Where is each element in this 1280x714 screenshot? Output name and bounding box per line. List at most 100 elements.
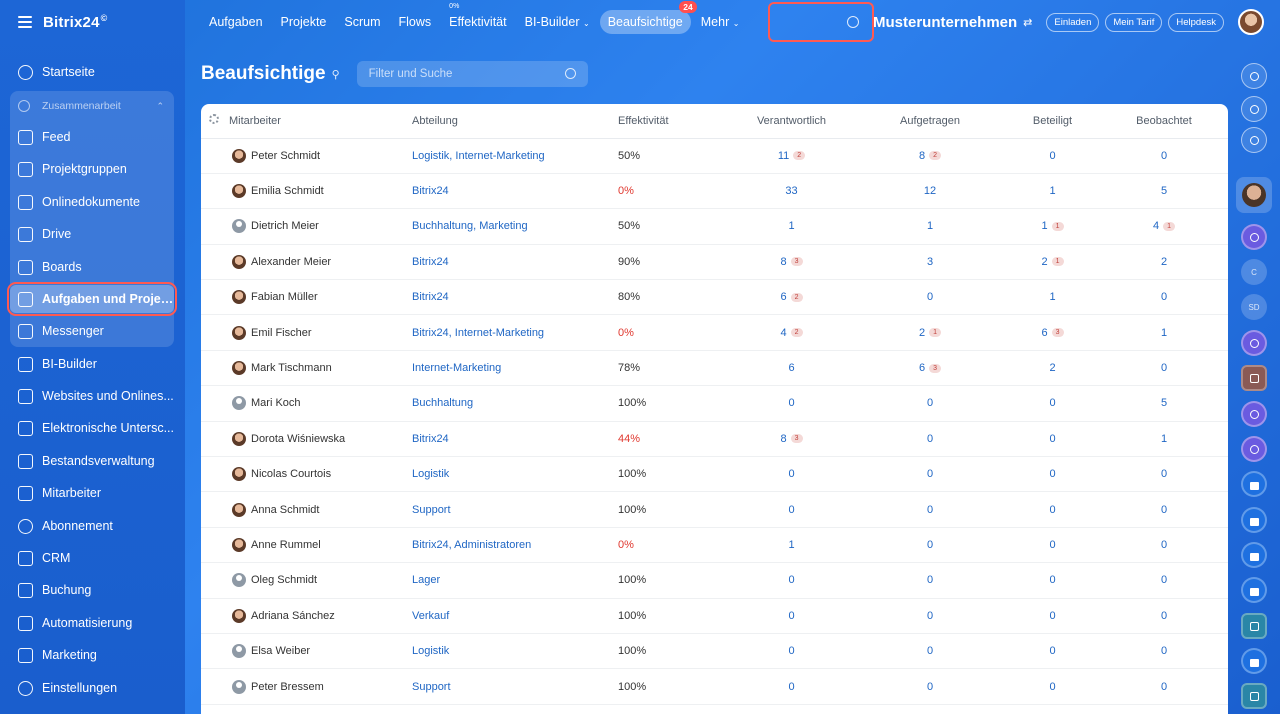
header-mitarbeiter[interactable]: Mitarbeiter xyxy=(201,104,412,139)
lock-icon[interactable] xyxy=(1241,542,1267,568)
pin-icon[interactable]: ⚲ xyxy=(331,68,340,81)
count-link[interactable]: 4 xyxy=(780,326,787,339)
sidebar-item-bestandsverwaltung[interactable]: Bestandsverwaltung xyxy=(10,447,174,475)
task-chat-icon[interactable] xyxy=(1241,683,1267,709)
task-chat-icon[interactable] xyxy=(1241,613,1267,639)
header-effektivitaet[interactable]: Effektivität xyxy=(618,104,728,139)
logo[interactable]: Bitrix24© xyxy=(43,13,108,31)
count-link[interactable]: 1 xyxy=(1041,220,1048,233)
department-link[interactable]: Buchhaltung xyxy=(412,397,474,410)
table-row[interactable]: Fabian Müller Bitrix24 80% 6 2 0 1 0 xyxy=(201,279,1228,316)
count-link[interactable]: 3 xyxy=(926,255,934,268)
count-link[interactable]: 0 xyxy=(926,432,934,445)
employee[interactable]: Mari Koch xyxy=(201,396,412,411)
count-link[interactable]: 0 xyxy=(788,574,795,587)
department-link[interactable]: Support xyxy=(412,503,451,516)
sidebar-item-crm[interactable]: CRM xyxy=(10,544,174,572)
department-link[interactable]: Bitrix24 xyxy=(412,255,449,268)
count-link[interactable]: 8 xyxy=(780,432,787,445)
table-row[interactable]: Adriana Sánchez Verkauf 100% 0 0 0 0 xyxy=(201,598,1228,634)
employee-name[interactable]: Emil Fischer xyxy=(251,326,312,339)
employee[interactable]: Fabian Müller xyxy=(201,290,412,305)
copilot-icon[interactable] xyxy=(1241,96,1267,122)
department-link[interactable]: Internet-Marketing xyxy=(412,362,502,375)
employee[interactable]: Emil Fischer xyxy=(201,325,412,340)
sidebar-item-aufgaben-und-projek[interactable]: Aufgaben und Projek... xyxy=(7,282,177,316)
chat-avatar-c[interactable]: C xyxy=(1241,259,1267,285)
department-link[interactable]: Bitrix24, Internet-Marketing xyxy=(412,326,545,339)
count-link[interactable]: 1 xyxy=(1049,291,1056,304)
lock-icon[interactable] xyxy=(1241,471,1267,497)
count-link[interactable]: 1 xyxy=(1160,326,1168,339)
count-link[interactable]: 12 xyxy=(923,185,937,198)
table-row[interactable]: Anna Schmidt Support 100% 0 0 0 0 xyxy=(201,491,1228,528)
employee-name[interactable]: Anne Rummel xyxy=(251,538,321,551)
table-row[interactable]: Alexander Meier Bitrix24 90% 8 3 3 2 1 2 xyxy=(201,244,1228,281)
table-row[interactable]: Dietrich Meier Buchhaltung, Marketing 50% 1… xyxy=(201,208,1228,245)
count-link[interactable]: 0 xyxy=(1160,291,1168,304)
count-link[interactable]: 0 xyxy=(1160,468,1168,481)
invite-button[interactable]: Einladen xyxy=(1046,12,1100,32)
count-link[interactable]: 0 xyxy=(788,645,795,658)
count-link[interactable]: 0 xyxy=(926,680,934,693)
count-link[interactable]: 8 xyxy=(780,255,787,268)
count-link[interactable]: 1 xyxy=(926,220,934,233)
department-link[interactable]: Bitrix24 xyxy=(412,432,449,445)
count-link[interactable]: 0 xyxy=(926,468,934,481)
count-link[interactable]: 6 xyxy=(918,362,926,375)
employee[interactable]: Elsa Weiber xyxy=(201,644,412,659)
chat-icon[interactable] xyxy=(1241,127,1267,153)
count-link[interactable]: 0 xyxy=(926,397,934,410)
count-link[interactable]: 5 xyxy=(1160,185,1168,198)
sidebar-item-elektronische-untersc[interactable]: Elektronische Untersc... xyxy=(10,414,174,442)
count-link[interactable]: 0 xyxy=(788,680,795,693)
task-chat-icon[interactable] xyxy=(1241,365,1267,391)
sidebar-item-onlinedokumente[interactable]: Onlinedokumente xyxy=(10,188,174,216)
employee[interactable]: Dietrich Meier xyxy=(201,219,412,234)
department-link[interactable]: Lager xyxy=(412,574,441,587)
search-icon[interactable] xyxy=(846,16,859,28)
employee[interactable]: Peter Schmidt xyxy=(201,148,412,163)
swap-icon[interactable]: ⇄ xyxy=(1023,16,1033,29)
count-link[interactable]: 0 xyxy=(926,645,934,658)
header-abteilung[interactable]: Abteilung xyxy=(412,104,618,139)
gear-icon[interactable] xyxy=(209,114,219,125)
count-link[interactable]: 11 xyxy=(777,149,790,162)
header-verantwortlich[interactable]: Verantwortlich xyxy=(728,104,855,139)
count-link[interactable]: 2 xyxy=(1160,255,1168,268)
count-link[interactable]: 0 xyxy=(926,609,934,622)
lock-icon[interactable] xyxy=(1241,577,1267,603)
tab-aufgaben[interactable]: Aufgaben xyxy=(209,15,263,29)
employee-name[interactable]: Mark Tischmann xyxy=(251,362,332,375)
header-aufgetragen[interactable]: Aufgetragen xyxy=(855,104,1005,139)
table-row[interactable]: Mari Koch Buchhaltung 100% 0 0 0 5 xyxy=(201,385,1228,422)
employee-name[interactable]: Peter Schmidt xyxy=(251,149,321,162)
count-link[interactable]: 0 xyxy=(1160,503,1168,516)
sidebar-item-messenger[interactable]: Messenger xyxy=(10,317,174,345)
chat-avatar-icon[interactable] xyxy=(1241,436,1267,462)
count-link[interactable]: 0 xyxy=(788,468,795,481)
count-link[interactable]: 0 xyxy=(1049,645,1056,658)
employee-name[interactable]: Peter Bressem xyxy=(251,680,324,693)
employee[interactable]: Peter Bressem xyxy=(201,679,412,694)
count-link[interactable]: 0 xyxy=(926,291,934,304)
count-link[interactable]: 0 xyxy=(926,538,934,551)
employee[interactable]: Nicolas Courtois xyxy=(201,467,412,482)
menu-icon[interactable] xyxy=(18,13,32,31)
employee-name[interactable]: Nicolas Courtois xyxy=(251,468,332,481)
count-link[interactable]: 2 xyxy=(918,326,926,339)
table-row[interactable]: Emil Fischer Bitrix24, Internet-Marketing… xyxy=(201,314,1228,351)
count-link[interactable]: 0 xyxy=(1049,680,1056,693)
count-link[interactable]: 2 xyxy=(1049,362,1056,375)
employee[interactable]: Alexander Meier xyxy=(201,254,412,269)
sidebar-item-marketing[interactable]: Marketing xyxy=(10,641,174,669)
table-row[interactable]: Oleg Schmidt Lager 100% 0 0 0 0 xyxy=(201,562,1228,599)
department-link[interactable]: Buchhaltung, Marketing xyxy=(412,220,528,233)
sidebar-item-buchung[interactable]: Buchung xyxy=(10,576,174,604)
lock-icon[interactable] xyxy=(1241,507,1267,533)
my-avatar[interactable] xyxy=(1236,177,1272,213)
employee[interactable]: Dorota Wiśniewska xyxy=(201,431,412,446)
count-link[interactable]: 0 xyxy=(1160,574,1168,587)
helpdesk-button[interactable]: Helpdesk xyxy=(1168,12,1224,32)
employee[interactable]: Anne Rummel xyxy=(201,537,412,552)
